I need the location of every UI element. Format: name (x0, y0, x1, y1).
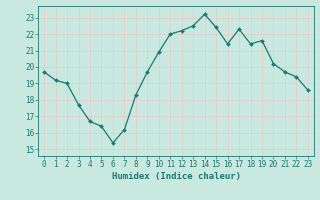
X-axis label: Humidex (Indice chaleur): Humidex (Indice chaleur) (111, 172, 241, 181)
